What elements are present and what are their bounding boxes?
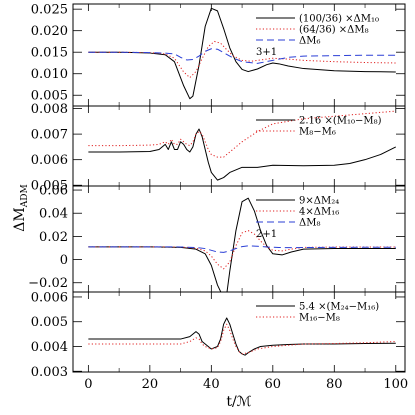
y-tick-label: 0.004 [31,340,68,355]
series-line-1 [88,7,396,100]
y-tick-label: 0.005 [31,89,68,104]
y-tick-label: 0.006 [31,290,68,305]
legend-label: M₁₆−M₈ [299,313,340,324]
y-tick-label: 0.06 [39,184,68,199]
x-tick-label: 80 [326,377,343,392]
legend-label: 5.4 ×(M₂₄−M₁₆) [299,302,379,313]
y-tick-label: 0.025 [31,3,68,18]
series-line-3 [88,48,396,64]
y-tick-label: 0.006 [31,153,68,168]
series-line-2 [88,323,396,355]
series-line-1 [88,128,397,181]
panel-2: 0.005 0.006 0.007 0.008 2.16 ×(M₁₀−M₈)M₈−M₆ [31,102,406,194]
y-tick-label: 0.04 [39,207,68,222]
y-tick-label: 0.005 [31,315,68,330]
series-line-1 [88,317,396,356]
y-axis-title: ΔMADM [12,184,30,231]
legend-label: (64/36) ×ΔM₈ [299,25,369,36]
panel-frame [72,291,406,373]
y-tick-label: 0.007 [31,128,68,143]
y-axis-title-subscript: ADM [20,184,30,208]
legend-label: 2.16 ×(M₁₀−M₈) [299,116,382,127]
x-tick-label: 0 [84,377,92,392]
y-tick-label: 0.008 [31,102,68,117]
x-tick-label: 60 [265,377,282,392]
legend-label: (100/36) ×ΔM₁₀ [299,14,379,25]
series-line-2 [88,40,396,79]
annotation-label: 3+1 [256,47,277,58]
y-tick-label: 0.015 [31,46,68,61]
legend-label: ΔM₈ [299,218,320,229]
legend-label: 4×ΔM₁₆ [299,207,339,218]
annotation-label: 2+1 [256,229,277,240]
series-line-1 [88,197,396,292]
legend-label: 9×ΔM₂₄ [299,196,339,207]
series-line-2 [88,230,396,270]
y-tick-label: 0 [60,253,68,268]
y-tick-label: −0.02 [28,276,68,291]
x-tick-label: 40 [203,377,220,392]
x-axis-title: t/ℳ [226,394,251,410]
y-tick-label: 0.020 [31,24,68,39]
x-tick-label: 20 [142,377,159,392]
panel-1: 0.005 0.010 0.015 0.020 0.025 (100/36) ×ΔM₁₀(… [31,3,406,107]
y-tick-label: 0.005 [31,179,68,194]
y-tick-label: 0.003 [31,365,68,380]
y-tick-label: 0.010 [31,67,68,82]
panel-4: 0.003 0.004 0.005 0.006 0 20 40 60 80 100 5.4 ×(M₂… [12,184,408,410]
x-tick-label: 100 [383,377,408,392]
y-tick-label: 0.02 [39,230,68,245]
legend-label: M₈−M₆ [299,127,336,138]
legend-label: ΔM₆ [299,36,320,47]
series-line-3 [88,245,396,253]
